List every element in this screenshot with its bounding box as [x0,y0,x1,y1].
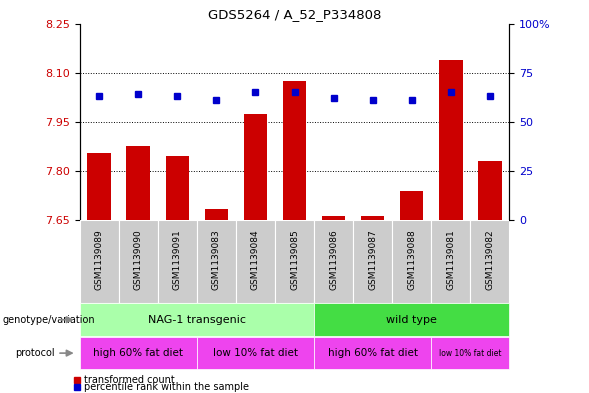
Text: GSM1139088: GSM1139088 [407,230,416,290]
Bar [236,220,275,303]
Bar [158,220,197,303]
Bar [118,220,158,303]
Text: GSM1139087: GSM1139087 [368,230,377,290]
Bar [431,220,471,303]
Text: GSM1139089: GSM1139089 [95,230,104,290]
Text: NAG-1 transgenic: NAG-1 transgenic [148,315,246,325]
Bar [166,156,189,220]
Bar [439,60,462,220]
Bar [204,209,228,220]
Text: transformed count: transformed count [84,375,175,386]
Bar [80,337,197,369]
Bar [322,216,345,220]
Bar [244,114,267,220]
Text: wild type: wild type [386,315,437,325]
Text: GSM1139086: GSM1139086 [329,230,338,290]
Bar [314,220,353,303]
Text: GSM1139091: GSM1139091 [173,230,182,290]
Title: GDS5264 / A_52_P334808: GDS5264 / A_52_P334808 [208,8,381,21]
Bar [361,217,385,220]
Bar [314,337,431,369]
Bar [87,153,111,220]
Bar [471,220,509,303]
Bar [478,161,502,220]
Bar [197,220,236,303]
Text: protocol: protocol [15,348,54,358]
Bar [283,81,306,220]
Text: genotype/variation: genotype/variation [3,315,95,325]
Bar [431,337,509,369]
Text: GSM1139082: GSM1139082 [485,230,494,290]
Bar [353,220,392,303]
Bar [197,337,314,369]
Bar [275,220,314,303]
Bar [392,220,431,303]
Text: GSM1139083: GSM1139083 [212,230,221,290]
Bar [127,146,150,220]
Text: GSM1139081: GSM1139081 [446,230,455,290]
Text: percentile rank within the sample: percentile rank within the sample [84,382,249,393]
Text: high 60% fat diet: high 60% fat diet [93,348,183,358]
Bar [80,220,118,303]
Text: low 10% fat diet: low 10% fat diet [439,349,502,358]
Text: high 60% fat diet: high 60% fat diet [327,348,418,358]
Text: GSM1139090: GSM1139090 [134,230,143,290]
Bar [314,303,509,336]
Bar [80,303,314,336]
Text: low 10% fat diet: low 10% fat diet [213,348,298,358]
Bar [400,191,423,220]
Text: GSM1139084: GSM1139084 [251,230,260,290]
Text: GSM1139085: GSM1139085 [290,230,299,290]
